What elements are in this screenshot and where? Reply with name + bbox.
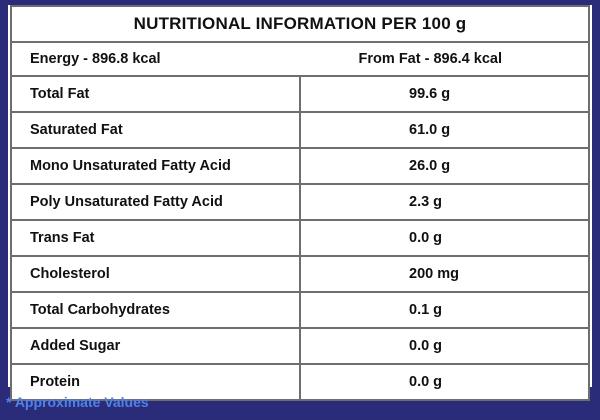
energy-total: Energy - 896.8 kcal bbox=[30, 51, 161, 67]
nutrient-value: 0.0 g bbox=[299, 327, 590, 365]
table-row: Poly Unsaturated Fatty Acid 2.3 g bbox=[10, 183, 590, 221]
table-row: Total Fat 99.6 g bbox=[10, 75, 590, 113]
nutrient-label: Added Sugar bbox=[10, 327, 301, 365]
nutrient-label: Cholesterol bbox=[10, 255, 301, 293]
table-row: Protein 0.0 g bbox=[10, 363, 590, 401]
nutrient-label: Mono Unsaturated Fatty Acid bbox=[10, 147, 301, 185]
energy-row: Energy - 896.8 kcal From Fat - 896.4 kca… bbox=[10, 41, 590, 77]
table-title: NUTRITIONAL INFORMATION PER 100 g bbox=[10, 5, 590, 43]
nutrient-value: 99.6 g bbox=[299, 75, 590, 113]
table-row: Total Carbohydrates 0.1 g bbox=[10, 291, 590, 329]
energy-from-fat: From Fat - 896.4 kcal bbox=[358, 51, 502, 67]
nutrient-value: 0.0 g bbox=[299, 219, 590, 257]
nutrient-label: Total Carbohydrates bbox=[10, 291, 301, 329]
table-row: Saturated Fat 61.0 g bbox=[10, 111, 590, 149]
nutrient-value: 61.0 g bbox=[299, 111, 590, 149]
nutrient-value: 0.1 g bbox=[299, 291, 590, 329]
nutrient-value: 200 mg bbox=[299, 255, 590, 293]
energy-inner: Energy - 896.8 kcal From Fat - 896.4 kca… bbox=[13, 51, 587, 67]
table-row: Trans Fat 0.0 g bbox=[10, 219, 590, 257]
title-row: NUTRITIONAL INFORMATION PER 100 g bbox=[10, 5, 590, 43]
footnote: * Approximate Values bbox=[6, 394, 149, 410]
nutrient-label: Protein bbox=[10, 363, 301, 401]
nutrient-value: 2.3 g bbox=[299, 183, 590, 221]
table-row: Cholesterol 200 mg bbox=[10, 255, 590, 293]
nutrition-table: NUTRITIONAL INFORMATION PER 100 g Energy… bbox=[10, 5, 590, 401]
nutrient-value: 0.0 g bbox=[299, 363, 590, 401]
nutrient-value: 26.0 g bbox=[299, 147, 590, 185]
nutrient-label: Total Fat bbox=[10, 75, 301, 113]
nutrient-label: Poly Unsaturated Fatty Acid bbox=[10, 183, 301, 221]
energy-cell: Energy - 896.8 kcal From Fat - 896.4 kca… bbox=[10, 41, 590, 77]
table-row: Added Sugar 0.0 g bbox=[10, 327, 590, 365]
nutrient-label: Saturated Fat bbox=[10, 111, 301, 149]
table-row: Mono Unsaturated Fatty Acid 26.0 g bbox=[10, 147, 590, 185]
nutrient-label: Trans Fat bbox=[10, 219, 301, 257]
